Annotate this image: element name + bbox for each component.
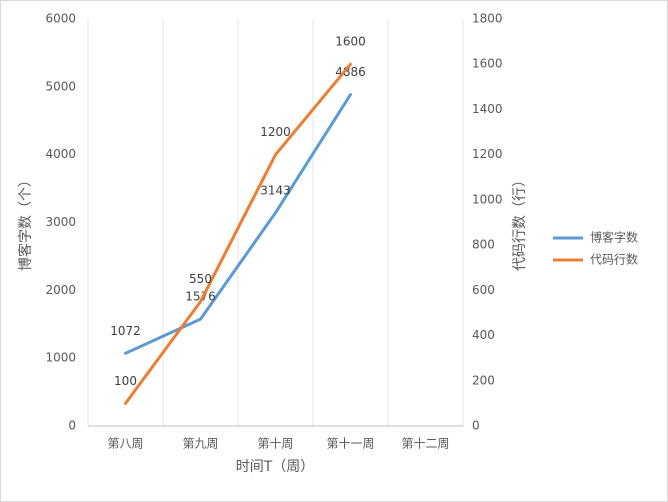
- y-tick-label: 6000: [45, 12, 76, 26]
- x-tick-label: 第十周: [257, 437, 293, 451]
- x-tick-label: 第十二周: [401, 437, 449, 451]
- legend-label: 博客字数: [590, 230, 638, 245]
- data-label: 1576: [185, 290, 216, 304]
- x-axis-label: 时间T（周）: [236, 459, 315, 475]
- y-tick-label: 2000: [45, 283, 76, 297]
- x-tick-label: 第八周: [107, 437, 143, 451]
- data-label: 1072: [110, 324, 141, 338]
- y2-tick-label: 1200: [472, 147, 503, 161]
- y2-tick-label: 600: [472, 283, 495, 297]
- y2-axis-label: 代码行数（行）: [512, 173, 528, 271]
- y2-tick-label: 1000: [472, 192, 503, 206]
- y2-tick-label: 1600: [472, 57, 503, 71]
- y2-tick-label: 400: [472, 328, 495, 342]
- y-tick-label: 0: [68, 419, 76, 433]
- series-line: [124, 62, 352, 405]
- y2-tick-label: 1400: [472, 102, 503, 116]
- data-label: 550: [189, 272, 212, 286]
- y-tick-label: 3000: [45, 215, 76, 229]
- x-tick-label: 第十一周: [326, 437, 374, 451]
- data-label: 1200: [260, 125, 291, 139]
- x-tick-label: 第九周: [182, 437, 218, 451]
- series-line: [124, 93, 352, 355]
- data-label: 100: [114, 374, 137, 388]
- y-tick-label: 5000: [45, 79, 76, 93]
- y2-tick-label: 1800: [472, 12, 503, 26]
- y2-tick-label: 0: [472, 419, 480, 433]
- data-label: 3143: [260, 183, 291, 197]
- y-tick-label: 4000: [45, 147, 76, 161]
- y-tick-label: 1000: [45, 351, 76, 365]
- y2-tick-label: 800: [472, 238, 495, 252]
- y-axis-label: 博客字数（个）: [17, 173, 34, 271]
- y2-tick-label: 200: [472, 373, 495, 387]
- data-label: 1600: [335, 35, 366, 49]
- legend-label: 代码行数: [590, 252, 638, 267]
